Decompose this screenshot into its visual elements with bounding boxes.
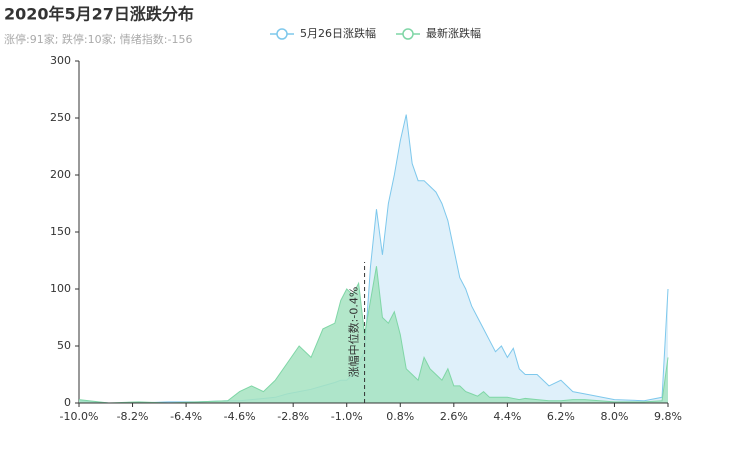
legend-marker [276, 28, 288, 40]
x-tick-label: -4.6% [224, 410, 256, 423]
y-tick-label: 0 [64, 396, 71, 409]
legend-label: 5月26日涨跌幅 [300, 26, 376, 40]
x-tick-label: 6.2% [547, 410, 575, 423]
x-tick-label: 8.0% [600, 410, 628, 423]
line [78, 266, 669, 404]
chart-subtitle: 涨停:91家; 跌停:10家; 情绪指数:-156 [4, 32, 192, 46]
x-tick-label: -10.0% [60, 410, 99, 423]
x-tick-label: 2.6% [440, 410, 468, 423]
x-tick-label: -6.4% [170, 410, 202, 423]
y-tick-label: 150 [50, 225, 71, 238]
y-tick-label: 300 [50, 54, 71, 67]
legend-marker [402, 28, 414, 40]
x-tick-label: -1.0% [331, 410, 363, 423]
y-tick-label: 100 [50, 282, 71, 295]
x-tick-label: -2.8% [277, 410, 309, 423]
y-tick-label: 200 [50, 168, 71, 181]
y-tick-label: 50 [57, 339, 71, 352]
legend-label: 最新涨跌幅 [426, 26, 481, 40]
area [79, 266, 668, 403]
area [79, 114, 668, 403]
median-label: 涨幅中位数:-0.4% [347, 287, 361, 378]
x-tick-label: 0.8% [386, 410, 414, 423]
y-tick-label: 250 [50, 111, 71, 124]
x-tick-label: 4.4% [493, 410, 521, 423]
x-tick-label: -8.2% [117, 410, 149, 423]
x-tick-label: 9.8% [654, 410, 682, 423]
chart-title: 2020年5月27日涨跌分布 [4, 5, 194, 24]
